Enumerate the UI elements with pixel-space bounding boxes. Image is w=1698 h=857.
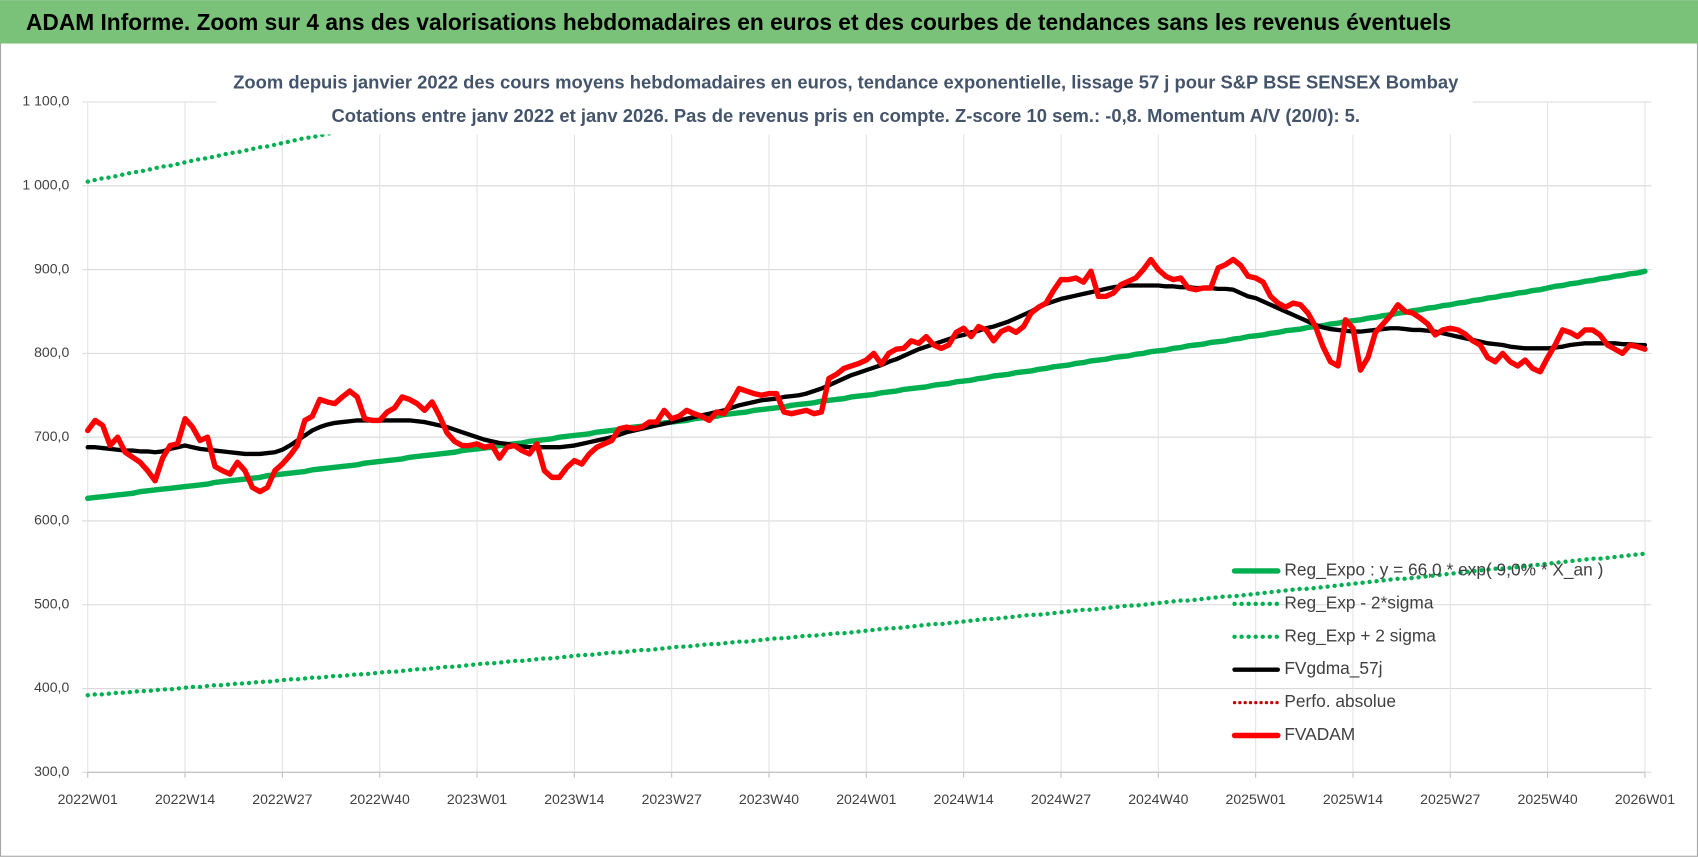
- x-tick-label: 2026W01: [1615, 791, 1675, 807]
- series: [85, 96, 1648, 698]
- legend-label: FVADAM: [1284, 724, 1355, 744]
- x-tick-label: 2024W40: [1128, 791, 1188, 807]
- legend-label: Reg_Expo : y = 66,0 * exp( 9,0% * X_an ): [1284, 559, 1603, 579]
- x-tick-label: 2025W14: [1323, 791, 1383, 807]
- header-band: [0, 0, 1698, 44]
- header-title: ADAM Informe. Zoom sur 4 ans des valoris…: [26, 9, 1451, 35]
- subtitle-line: Cotations entre janv 2022 et janv 2026. …: [331, 105, 1360, 126]
- y-tick-label: 1 000,0: [22, 177, 69, 193]
- subtitle-line: Zoom depuis janvier 2022 des cours moyen…: [233, 71, 1459, 92]
- subtitle-box: [216, 65, 1473, 135]
- series-line: [85, 283, 1648, 457]
- series-line: [85, 268, 1648, 502]
- x-tick-label: 2022W01: [58, 791, 118, 807]
- x-tick-label: 2023W01: [447, 791, 507, 807]
- series-line: [85, 256, 1648, 495]
- x-tick-label: 2024W01: [836, 791, 896, 807]
- x-tick-label: 2025W40: [1518, 791, 1578, 807]
- x-tick-label: 2023W40: [739, 791, 799, 807]
- y-tick-label: 600,0: [34, 512, 69, 528]
- legend-label: Perfo. absolue: [1284, 691, 1396, 711]
- series-line: [85, 551, 1648, 698]
- y-tick-label: 700,0: [34, 428, 69, 444]
- x-tick-label: 2022W14: [155, 791, 215, 807]
- y-tick-label: 500,0: [34, 595, 69, 611]
- x-tick-label: 2022W40: [350, 791, 410, 807]
- x-tick-label: 2023W27: [642, 791, 702, 807]
- axes: 300,0 400,0 500,0 600,0 700,0 800,0 900,0 1 000…: [22, 93, 1675, 807]
- x-tick-label: 2024W14: [934, 791, 994, 807]
- x-tick-label: 2025W01: [1226, 791, 1286, 807]
- y-tick-label: 800,0: [34, 344, 69, 360]
- legend-label: FVgdma_57j: [1284, 658, 1382, 678]
- legend-label: Reg_Exp - 2*sigma: [1284, 592, 1434, 612]
- x-tick-label: 2022W27: [252, 791, 312, 807]
- y-tick-label: 400,0: [34, 679, 69, 695]
- x-tick-label: 2025W27: [1420, 791, 1480, 807]
- y-tick-label: 300,0: [34, 763, 69, 779]
- x-tick-label: 2024W27: [1031, 791, 1091, 807]
- legend-label: Reg_Exp + 2 sigma: [1284, 625, 1436, 645]
- x-tick-label: 2023W14: [544, 791, 604, 807]
- y-tick-label: 1 100,0: [22, 93, 69, 109]
- legend: Reg_Expo : y = 66,0 * exp( 9,0% * X_an )…: [1231, 559, 1603, 744]
- y-tick-label: 900,0: [34, 260, 69, 276]
